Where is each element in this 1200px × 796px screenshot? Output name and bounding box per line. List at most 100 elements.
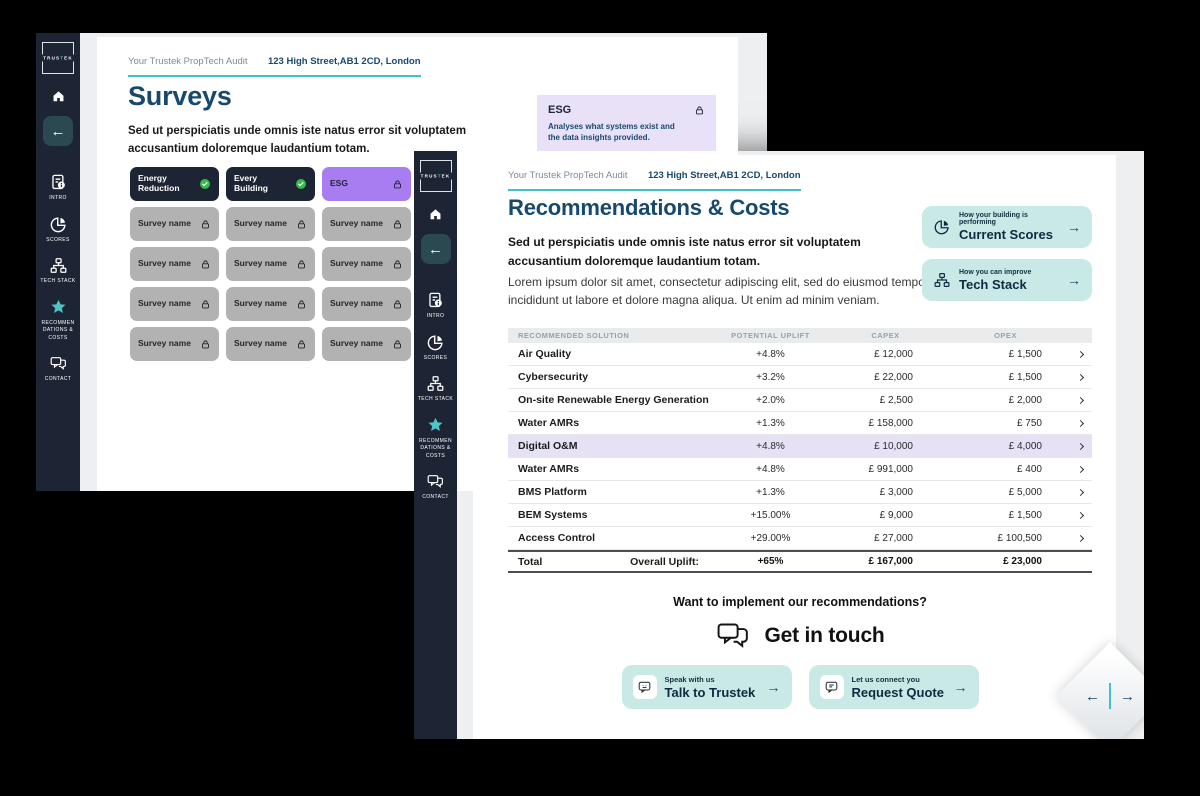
back-arrow-icon: ← [428, 240, 443, 258]
lock-icon [696, 106, 703, 114]
sidebar-item-contact[interactable]: CONTACT [37, 354, 79, 384]
quick-link-label: Tech Stack [959, 276, 1027, 292]
survey-button[interactable]: Survey name [226, 287, 315, 321]
survey-grid: Energy Reduction Every Building [130, 167, 411, 361]
star-icon [50, 299, 66, 313]
survey-button[interactable]: Survey name [322, 287, 411, 321]
sidebar: TRUSTEK ← INTRO SCORES TECH STACK RECOMM… [414, 151, 457, 739]
quick-link-label: Current Scores [959, 227, 1053, 242]
survey-button[interactable]: Survey name [226, 327, 315, 361]
chevron-right-icon[interactable] [1068, 396, 1092, 404]
chevron-right-icon[interactable] [1068, 465, 1092, 473]
sidebar-item-contact[interactable]: CONTACT [415, 472, 457, 502]
back-button[interactable]: ← [43, 116, 73, 146]
breadcrumb-audit[interactable]: Your Trustek PropTech Audit [508, 170, 628, 181]
sidebar-item-intro[interactable]: INTRO [415, 291, 457, 321]
chevron-right-icon[interactable] [1068, 373, 1092, 381]
tech-stack-button[interactable]: How you can improve Tech Stack → [922, 259, 1092, 301]
request-quote-button[interactable]: Let us connect you Request Quote → [808, 665, 979, 709]
chevron-right-icon[interactable] [1068, 511, 1092, 519]
lock-icon [392, 259, 403, 270]
table-row[interactable]: Air Quality +4.8% £ 12,000 £ 1,500 [508, 343, 1092, 366]
survey-button[interactable]: Survey name [130, 247, 219, 281]
document-info-icon [429, 292, 442, 308]
cta-button-label: Request Quote [851, 684, 944, 700]
table-row[interactable]: On-site Renewable Energy Generation +2.0… [508, 389, 1092, 412]
page-navigation: ← → [1072, 680, 1144, 712]
lock-icon [200, 259, 211, 270]
page-body: Lorem ipsum dolor sit amet, consectetur … [508, 275, 929, 307]
sidebar-item-tech-stack[interactable]: TECH STACK [415, 374, 457, 404]
lock-icon [200, 219, 211, 230]
current-scores-button[interactable]: How your building is performing Current … [922, 206, 1092, 248]
table-row[interactable]: Water AMRs +1.3% £ 158,000 £ 750 [508, 412, 1092, 435]
prev-page-arrow[interactable]: ← [1085, 687, 1100, 705]
recommendations-page: Your Trustek PropTech Audit 123 High Str… [473, 155, 1116, 739]
sidebar-item-recommendations[interactable]: RECOMMEN DATIONS & COSTS [415, 416, 457, 461]
lock-icon [392, 299, 403, 310]
column-header: CAPEX [871, 331, 900, 340]
sidebar-item-tech-stack[interactable]: TECH STACK [37, 256, 79, 286]
sidebar-nav: INTRO SCORES TECH STACK RECOMMEN DATIONS… [415, 291, 457, 502]
survey-button[interactable]: Survey name [130, 327, 219, 361]
chevron-right-icon[interactable] [1068, 442, 1092, 450]
chat-smiley-icon [632, 675, 657, 699]
home-icon[interactable] [51, 89, 66, 103]
table-row[interactable]: Water AMRs +4.8% £ 991,000 £ 400 [508, 458, 1092, 481]
survey-button[interactable]: Energy Reduction [130, 167, 219, 201]
chat-bubbles-icon [50, 357, 66, 370]
table-row[interactable]: BEM Systems +15.00% £ 9,000 £ 1,500 [508, 504, 1092, 527]
lock-icon [296, 299, 307, 310]
sitemap-icon [427, 376, 444, 391]
sidebar-item-scores[interactable]: SCORES [415, 333, 457, 363]
sidebar-item-intro[interactable]: INTRO [37, 173, 79, 203]
cta-question: Want to implement our recommendations? [673, 595, 927, 609]
survey-button[interactable]: Every Building [226, 167, 315, 201]
lock-icon [200, 299, 211, 310]
chat-bubbles-icon [427, 475, 443, 488]
lock-icon [392, 179, 403, 190]
chevron-right-icon[interactable] [1068, 488, 1092, 496]
table-row[interactable]: Access Control +29.00% £ 27,000 £ 100,50… [508, 527, 1092, 550]
table-row[interactable]: Digital O&M +4.8% £ 10,000 £ 4,000 [508, 435, 1092, 458]
lock-icon [296, 339, 307, 350]
lock-icon [296, 259, 307, 270]
column-header: POTENTIAL UPLIFT [731, 331, 810, 340]
survey-button[interactable]: Survey name [322, 327, 411, 361]
chevron-right-icon[interactable] [1068, 419, 1092, 427]
sitemap-icon [934, 273, 950, 287]
table-row[interactable]: BMS Platform +1.3% £ 3,000 £ 5,000 [508, 481, 1092, 504]
trustek-logo: TRUSTEK [418, 160, 453, 192]
sidebar-item-recommendations[interactable]: RECOMMEN DATIONS & COSTS [37, 298, 79, 343]
survey-button[interactable]: Survey name [130, 287, 219, 321]
survey-button[interactable]: Survey name [322, 247, 411, 281]
forward-arrow-icon: → [953, 679, 968, 695]
survey-button[interactable]: Survey name [130, 207, 219, 241]
sidebar-item-scores[interactable]: SCORES [37, 215, 79, 245]
chevron-right-icon[interactable] [1068, 534, 1092, 542]
home-icon[interactable] [428, 207, 443, 221]
document-info-icon [51, 174, 65, 190]
star-icon [428, 417, 443, 431]
breadcrumb: Your Trustek PropTech Audit 123 High Str… [128, 51, 421, 77]
survey-button[interactable]: Survey name [226, 247, 315, 281]
back-button[interactable]: ← [420, 234, 451, 264]
survey-button[interactable]: Survey name [322, 207, 411, 241]
trustek-logo: TRUSTEK [41, 42, 75, 74]
recommendations-window: TRUSTEK ← INTRO SCORES TECH STACK RECOMM… [414, 151, 1144, 739]
forward-arrow-icon: → [766, 679, 781, 695]
chat-bubbles-icon [718, 623, 749, 648]
back-arrow-icon: ← [50, 122, 66, 140]
breadcrumb-audit[interactable]: Your Trustek PropTech Audit [128, 56, 248, 67]
chevron-right-icon[interactable] [1068, 350, 1092, 358]
esg-card-description: Analyses what systems exist and the data… [548, 122, 675, 143]
lock-icon [296, 219, 307, 230]
talk-to-trustek-button[interactable]: Speak with us Talk to Trustek → [621, 665, 792, 709]
page-title: Recommendations & Costs [508, 195, 790, 220]
survey-button[interactable]: ESG [322, 167, 411, 201]
next-page-arrow[interactable]: → [1120, 687, 1135, 705]
get-in-touch-section: Want to implement our recommendations? G… [508, 595, 1092, 709]
table-row[interactable]: Cybersecurity +3.2% £ 22,000 £ 1,500 [508, 366, 1092, 389]
chat-message-icon [819, 675, 844, 699]
survey-button[interactable]: Survey name [226, 207, 315, 241]
